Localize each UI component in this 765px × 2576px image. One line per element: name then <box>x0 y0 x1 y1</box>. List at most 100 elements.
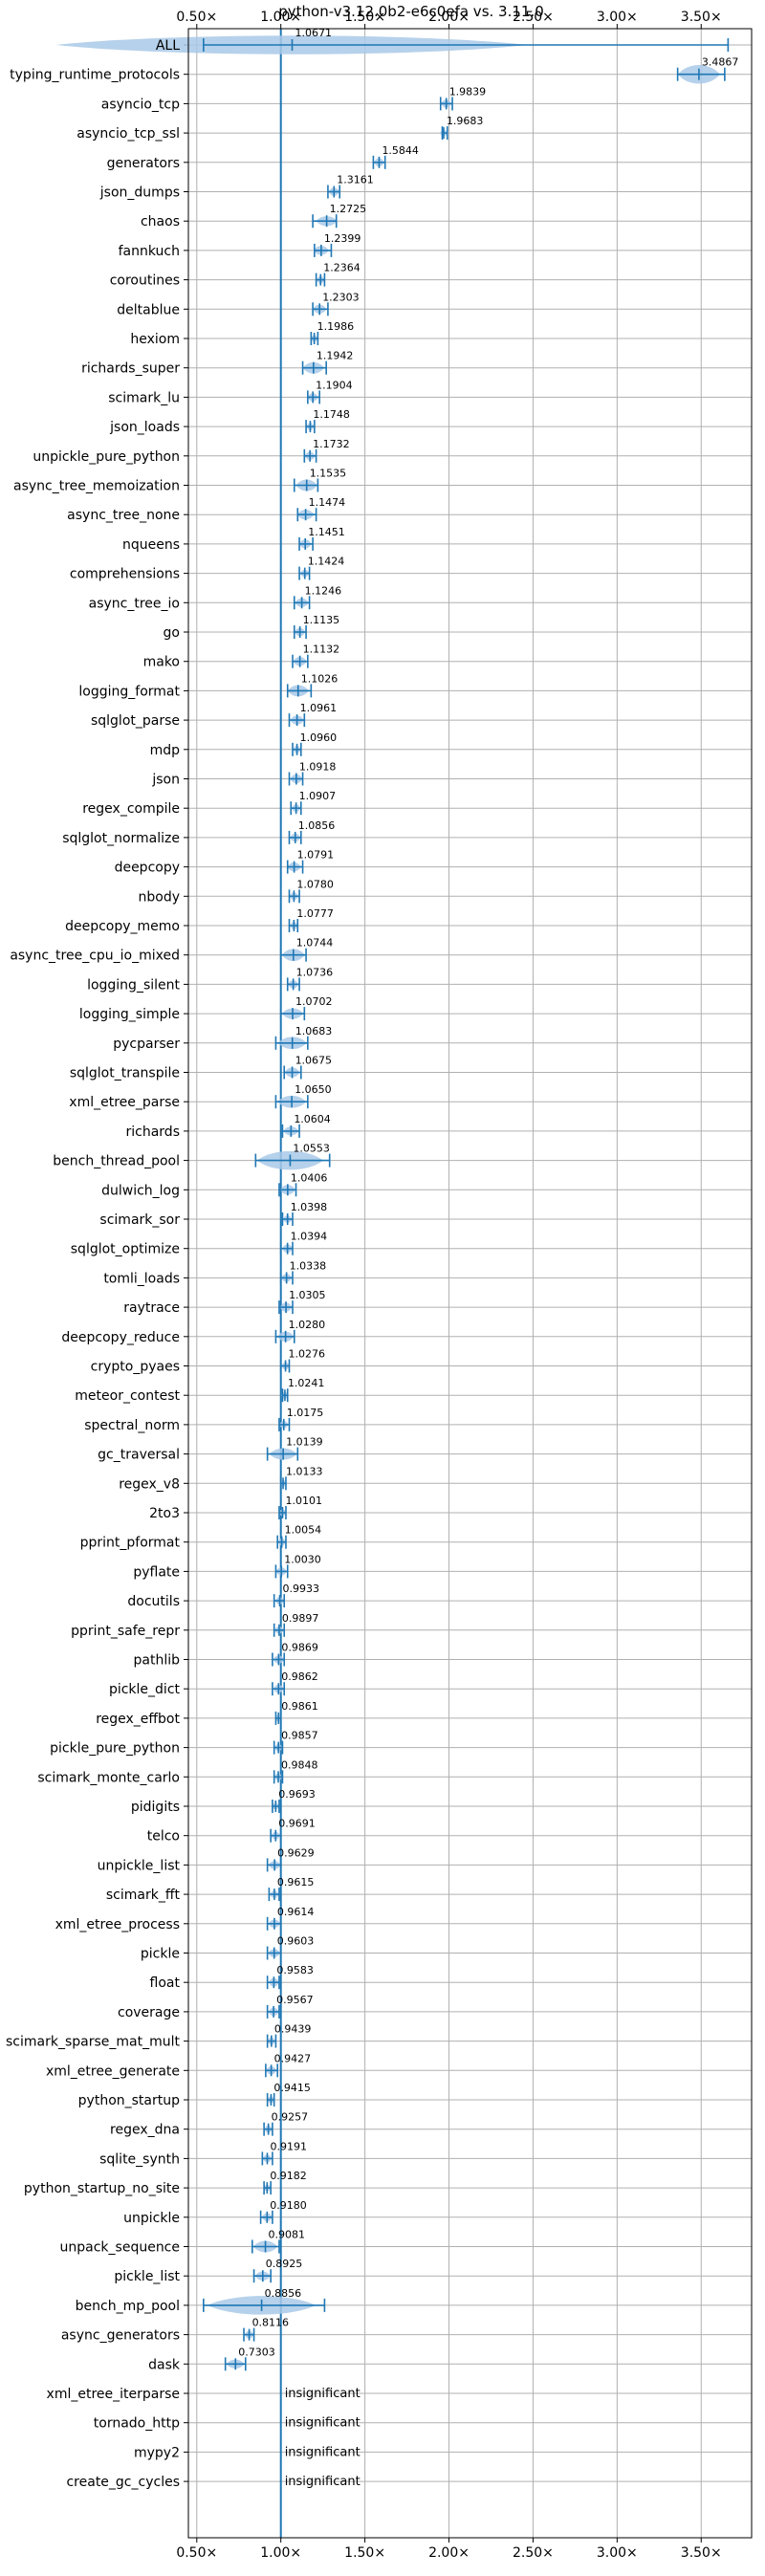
benchmark-label: regex_compile <box>82 801 180 817</box>
x-tick-label-bottom: 3.50× <box>681 2545 722 2561</box>
benchmark-label: bench_mp_pool <box>76 2299 180 2314</box>
benchmark-label: regex_dna <box>110 2123 180 2138</box>
chart-title: python-v3.12.0b2-e6c0efa vs. 3.11.0 <box>278 3 544 20</box>
benchmark-label: unpack_sequence <box>60 2240 180 2256</box>
value-label: 1.1026 <box>301 672 339 685</box>
benchmark-label: async_tree_cpu_io_mixed <box>10 949 180 964</box>
value-label: 0.9693 <box>278 1788 316 1801</box>
value-label: 0.9583 <box>276 1964 314 1976</box>
value-label: 1.0856 <box>298 819 336 832</box>
value-label: 0.9869 <box>281 1642 318 1654</box>
benchmark-label: async_tree_memoization <box>13 479 180 494</box>
value-label: 1.0791 <box>297 849 335 862</box>
value-label: 1.0175 <box>287 1407 324 1419</box>
benchmark-label: python_startup <box>78 2093 180 2108</box>
value-label: 1.0305 <box>289 1289 326 1301</box>
value-label: 0.9439 <box>274 2023 312 2036</box>
value-label: 0.9257 <box>272 2111 309 2124</box>
benchmark-label: scimark_lu <box>108 390 180 405</box>
value-label: 1.0918 <box>299 761 337 774</box>
benchmark-label: json_loads <box>109 420 180 435</box>
value-label: 0.9862 <box>281 1670 318 1683</box>
value-label: 1.0780 <box>296 878 334 890</box>
benchmark-label: sqlglot_normalize <box>62 831 180 846</box>
benchmark-label: coverage <box>118 2005 180 2020</box>
value-label: 0.9857 <box>281 1730 318 1742</box>
benchmark-label: docutils <box>127 1594 180 1609</box>
benchmark-label: async_generators <box>61 2328 180 2344</box>
benchmark-label: async_tree_none <box>67 508 180 523</box>
benchmark-label: dulwich_log <box>101 1183 180 1198</box>
value-label: 0.8856 <box>265 2287 302 2300</box>
value-label: 1.0406 <box>291 1171 328 1184</box>
value-label: 1.0907 <box>299 790 337 802</box>
x-tick-label-top: 1.00× <box>260 10 301 25</box>
benchmark-label: create_gc_cycles <box>66 2475 180 2490</box>
value-label: 1.0241 <box>288 1377 325 1389</box>
value-label: 0.9897 <box>282 1612 319 1625</box>
value-label: 0.9691 <box>278 1818 316 1830</box>
value-label: 1.0276 <box>289 1348 326 1361</box>
value-label: 1.2725 <box>330 203 367 215</box>
benchmark-label: xml_etree_process <box>55 1917 180 1932</box>
value-label: 1.1474 <box>309 496 346 509</box>
x-tick-label-top: 2.50× <box>513 10 554 25</box>
value-label: 1.0960 <box>300 731 338 744</box>
x-tick-label-bottom: 1.00× <box>260 2545 301 2561</box>
benchmark-label: scimark_sparse_mat_mult <box>6 2035 180 2050</box>
insignificant-label: insignificant <box>285 2387 361 2401</box>
benchmark-label: unpickle_pure_python <box>33 449 180 465</box>
benchmark-label: regex_v8 <box>119 1476 180 1492</box>
insignificant-label: insignificant <box>285 2475 361 2489</box>
x-tick-label-top: 3.50× <box>681 10 722 25</box>
value-label: 1.9683 <box>447 115 484 127</box>
value-label: 1.0671 <box>295 27 332 39</box>
benchmark-label: logging_format <box>78 684 180 699</box>
value-label: 0.9427 <box>274 2052 312 2064</box>
value-label: 1.1135 <box>303 614 340 626</box>
value-label: 0.9081 <box>269 2229 306 2241</box>
benchmark-label: pyflate <box>133 1564 180 1580</box>
benchmark-label: scimark_monte_carlo <box>37 1770 180 1785</box>
value-label: 1.9839 <box>449 85 487 98</box>
value-label: 0.9848 <box>281 1758 318 1771</box>
benchmark-label: sqlglot_parse <box>91 713 180 729</box>
benchmark-label: xml_etree_generate <box>46 2063 180 2079</box>
benchmark-label: logging_silent <box>87 977 180 993</box>
value-label: 1.1246 <box>305 584 342 597</box>
x-tick-label-bottom: 2.50× <box>513 2545 554 2561</box>
value-label: 1.0054 <box>285 1524 322 1537</box>
value-label: 1.0280 <box>289 1319 326 1331</box>
value-label: 0.9614 <box>277 1906 315 1918</box>
labels-layer: 0.50× 0.50× 1.00× 1.00× 1.50× 1.50× 2.00× 2.00×… <box>6 10 738 2561</box>
value-label: 1.0338 <box>290 1259 327 1272</box>
value-label: 0.8116 <box>252 2317 290 2329</box>
benchmark-label: pidigits <box>131 1800 180 1815</box>
benchmark-label: scimark_sor <box>99 1212 180 1228</box>
benchmark-label: coroutines <box>110 273 180 289</box>
value-label: 1.0030 <box>284 1553 321 1565</box>
value-label: 1.0744 <box>296 937 334 950</box>
benchmark-label: hexiom <box>130 332 180 347</box>
value-label: 1.0650 <box>295 1083 332 1096</box>
benchmark-label: sqlglot_transpile <box>70 1066 180 1081</box>
benchmark-label: regex_effbot <box>96 1712 180 1727</box>
value-label: 1.2364 <box>323 262 361 274</box>
benchmark-label: richards_super <box>81 361 180 377</box>
value-label: 0.9861 <box>281 1700 318 1713</box>
benchmark-label: sqlite_synth <box>99 2151 180 2167</box>
benchmark-label: float <box>150 1976 181 1991</box>
benchmark-label: crypto_pyaes <box>91 1360 180 1375</box>
value-label: 1.0675 <box>295 1055 333 1067</box>
benchmark-label: pickle_list <box>114 2269 180 2284</box>
benchmark-label: deepcopy_reduce <box>61 1330 180 1345</box>
benchmark-label: sqlglot_optimize <box>71 1242 180 1257</box>
benchmark-label: bench_thread_pool <box>53 1154 180 1169</box>
value-label: 1.1748 <box>313 408 350 421</box>
benchmark-label: logging_simple <box>79 1007 180 1022</box>
x-tick-label-top: 1.50× <box>344 10 385 25</box>
value-label: 1.0139 <box>286 1436 323 1449</box>
benchmark-label: pycparser <box>113 1037 180 1052</box>
benchmark-label: mdp <box>150 743 181 758</box>
x-tick-label-top: 0.50× <box>176 10 217 25</box>
